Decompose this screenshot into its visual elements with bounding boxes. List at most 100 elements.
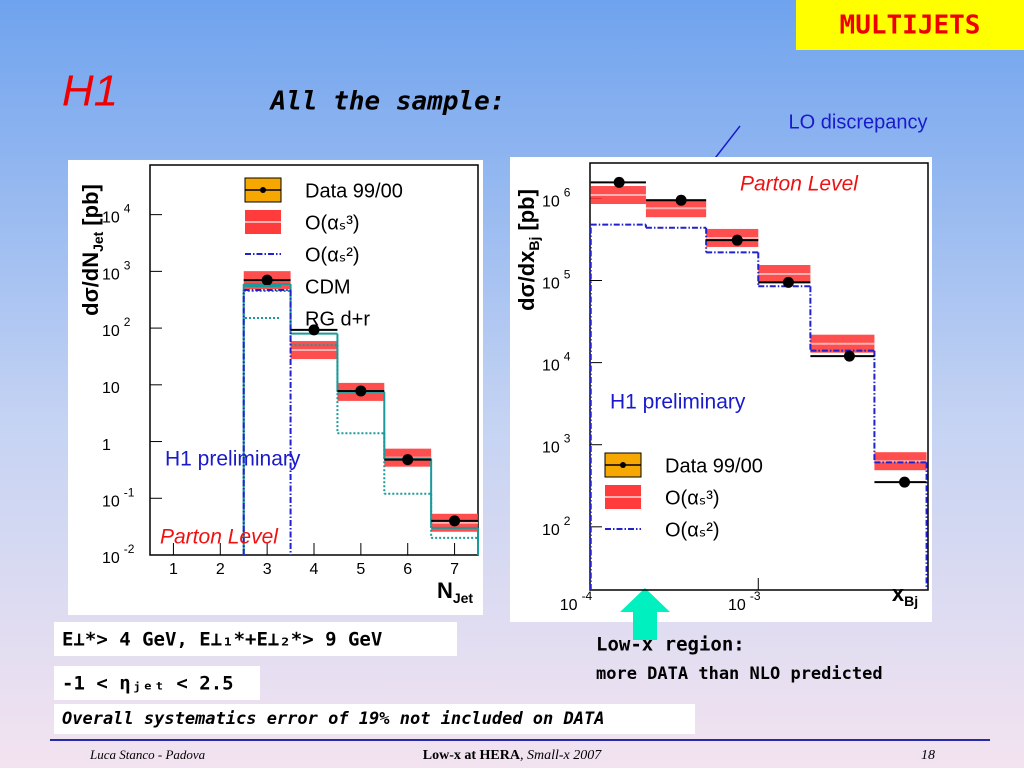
x-tick-label: 3: [263, 561, 272, 578]
tick-base: 10: [542, 440, 560, 457]
y-tick-label: 10 -2: [102, 542, 135, 567]
y-tick-label: 10 5: [542, 268, 571, 293]
chart-2-panel: [510, 157, 932, 622]
tick-exponent: 3: [124, 259, 131, 273]
x-axis-label: xBj: [892, 581, 918, 609]
y-tick-label: 10 6: [542, 186, 571, 211]
footer-page: 18: [921, 748, 935, 763]
annotation: Parton Level: [740, 173, 859, 196]
cut-box-2: [54, 666, 260, 700]
note: LO discrepancy: [789, 111, 928, 133]
y-tick-label: 10 2: [542, 514, 571, 539]
tick-base: 10: [542, 522, 560, 539]
tick-exponent: -4: [582, 589, 593, 603]
y-tick-label: 10: [102, 380, 120, 397]
legend-label: Data 99/00: [305, 180, 403, 202]
tick-base: 10: [102, 493, 120, 510]
y-tick-label: 1: [102, 437, 111, 454]
tick-base: 10: [102, 210, 120, 227]
x-axis-label-sub: Jet: [453, 590, 474, 606]
tick-base: 10: [560, 597, 578, 614]
tick-exponent: 2: [124, 315, 131, 329]
x-axis-label-main: N: [437, 578, 453, 603]
data-point: [731, 234, 743, 246]
legend-label: CDM: [305, 276, 351, 298]
y-axis-label-main: dσ/dx: [514, 250, 539, 311]
data-point: [899, 476, 911, 488]
annotation: H1 preliminary: [610, 391, 746, 414]
tick-base: 10: [542, 358, 560, 375]
tick-exponent: 4: [564, 350, 571, 364]
data-point: [402, 454, 414, 466]
tag: MULTIJETS: [840, 11, 981, 41]
title: H1: [62, 67, 118, 116]
data-point: [449, 515, 461, 527]
y-axis-label: dσ/dxBj [pb]: [514, 189, 542, 311]
x-axis-label-main: x: [892, 581, 905, 606]
y-axis-label-unit: [pb]: [514, 189, 539, 231]
cut-box-3: [54, 704, 695, 734]
y-tick-label: 10 4: [102, 202, 131, 227]
tick-base: 10: [542, 276, 560, 293]
tick-exponent: 2: [564, 514, 571, 528]
lowx-1: Low-x region:: [596, 634, 745, 656]
tick-exponent: 6: [564, 186, 571, 200]
y-tick-label: 10 2: [102, 315, 131, 340]
y-tick-label: 10 3: [542, 432, 571, 457]
tick-exponent: 5: [564, 268, 571, 282]
legend-label: O(αₛ²): [305, 244, 360, 266]
tick-exponent: -3: [750, 589, 761, 603]
tick-base: 10: [102, 267, 120, 284]
x-axis-label: NJet: [437, 578, 473, 606]
y-tick-label: 10 4: [542, 350, 571, 375]
data-point: [675, 194, 687, 206]
legend-label: Data 99/00: [665, 455, 763, 477]
x-tick-label: 4: [310, 561, 319, 578]
tick-base: 10: [102, 550, 120, 567]
y-axis-label-unit: [pb]: [78, 184, 103, 226]
y-tick-label: 10 -1: [102, 485, 135, 510]
tag-box: [796, 0, 1024, 50]
x-tick-label: 10 -4: [560, 589, 593, 614]
tick-exponent: -2: [124, 542, 135, 556]
data-point: [261, 274, 273, 286]
tick-base: 10: [728, 597, 746, 614]
data-point: [355, 385, 367, 397]
y-axis-label-main: dσ/dN: [78, 252, 103, 316]
footer-conference: , Small-x 2007: [520, 748, 602, 763]
chart-1-panel: [68, 160, 483, 615]
data-point: [843, 350, 855, 362]
cut-1: E⊥*> 4 GeV, E⊥₁*+E⊥₂*> 9 GeV: [62, 629, 382, 651]
legend-label: O(αₛ²): [665, 519, 720, 541]
tick-exponent: -1: [124, 485, 135, 499]
up-arrow: [620, 588, 670, 640]
subtitle: All the sample:: [269, 87, 506, 117]
cut-3: Overall systematics error of 19% not inc…: [62, 709, 604, 729]
x-tick-label: 7: [450, 561, 459, 578]
data-point: [613, 176, 625, 188]
footer-event: Low-x at HERA, Small-x 2007: [423, 748, 603, 763]
data-point: [308, 324, 320, 336]
data-point: [782, 276, 794, 288]
cut-box-1: [54, 622, 457, 656]
tick-exponent: 3: [564, 432, 571, 446]
plot-frame: [589, 162, 929, 591]
x-tick-label: 5: [356, 561, 365, 578]
annotation: H1 preliminary: [165, 448, 301, 471]
cut-2: -1 < ηⱼₑₜ < 2.5: [62, 673, 234, 695]
tick-base: 10: [102, 323, 120, 340]
y-tick-label: 10 3: [102, 259, 131, 284]
legend-label: O(αₛ³): [665, 487, 720, 509]
x-tick-label: 2: [216, 561, 225, 578]
legend-label: O(αₛ³): [305, 212, 360, 234]
x-tick-label: 1: [169, 561, 178, 578]
tick-exponent: 4: [124, 202, 131, 216]
tick-base: 10: [542, 194, 560, 211]
legend-swatch-dot: [620, 462, 626, 468]
lowx-2: more DATA than NLO predicted: [596, 664, 883, 684]
x-axis-label-sub: Bj: [904, 593, 918, 609]
y-axis-label-sub: Bj: [526, 237, 542, 251]
y-axis-label: dσ/dNJet [pb]: [78, 184, 106, 316]
